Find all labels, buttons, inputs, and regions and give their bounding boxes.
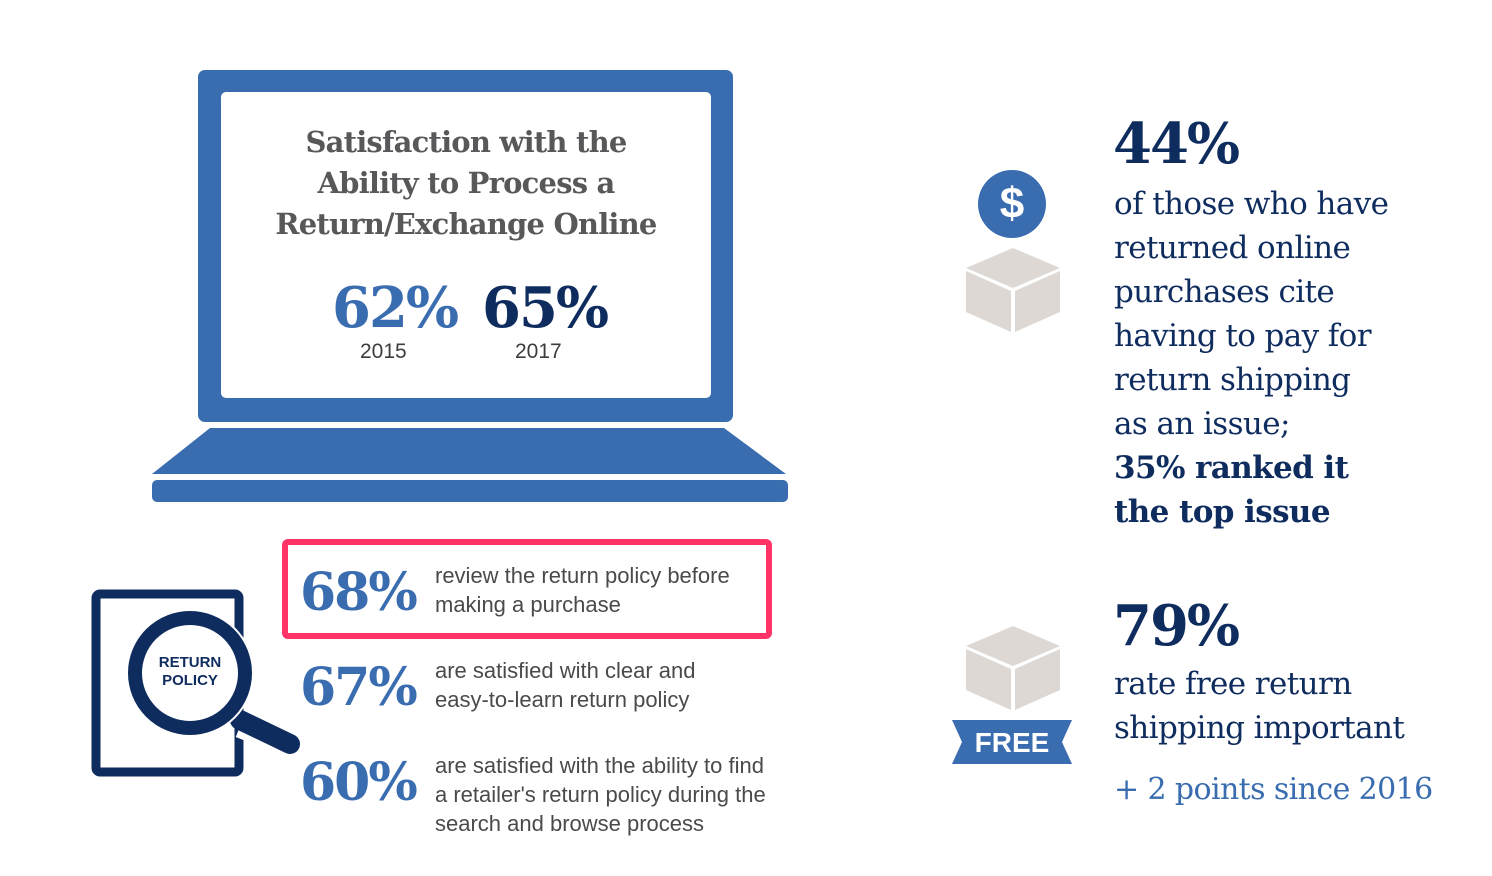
points-change: + 2 points since 2016 xyxy=(1114,772,1433,807)
policy-stat-3-text: are satisfied with the ability to find a… xyxy=(435,751,815,838)
shipping-cost-line-6: as an issue; xyxy=(1114,406,1290,442)
laptop-title: Satisfaction with the Ability to Process… xyxy=(221,122,711,245)
stat-2015-year: 2015 xyxy=(360,340,407,363)
stat-2017-year: 2017 xyxy=(515,340,562,363)
box-right xyxy=(1015,271,1060,332)
shipping-cost-bold-line-1: 35% ranked it xyxy=(1114,450,1349,486)
free-shipping-line-2: shipping important xyxy=(1114,710,1405,746)
highlight-box xyxy=(282,539,772,639)
shipping-cost-value: 44% xyxy=(1113,111,1240,177)
box-top xyxy=(966,248,1060,288)
free-box-right xyxy=(1015,649,1060,710)
return-policy-label-line-2: POLICY xyxy=(162,672,218,689)
shipping-cost-line-3: purchases cite xyxy=(1114,274,1335,310)
policy-stat-2-line-2: easy-to-learn return policy xyxy=(435,687,690,712)
magnifier-handle-gap xyxy=(235,711,294,756)
free-box-top xyxy=(966,626,1060,666)
return-policy-label-line-1: RETURN xyxy=(158,654,222,671)
laptop-title-line-1: Satisfaction with the xyxy=(305,125,627,159)
shipping-cost-line-4: having to pay for xyxy=(1114,318,1372,354)
policy-stat-1-text: review the return policy before making a… xyxy=(435,561,815,619)
policy-stat-3-value: 60% xyxy=(300,752,418,813)
policy-stat-3-line-1: are satisfied with the ability to find xyxy=(435,753,764,778)
free-shipping-value: 79% xyxy=(1113,593,1240,659)
shipping-cost-bold-line-2: the top issue xyxy=(1114,494,1331,530)
free-shipping-line-1: rate free return xyxy=(1114,666,1352,702)
shipping-cost-line-1: of those who have xyxy=(1114,186,1389,222)
policy-stat-1-line-1: review the return policy before xyxy=(435,563,730,588)
policy-stat-2-value: 67% xyxy=(300,657,418,718)
stat-2017-value: 65% xyxy=(482,275,609,341)
laptop-title-line-2: Ability to Process a xyxy=(317,166,615,200)
laptop-display xyxy=(221,92,711,398)
dollar-icon: $ xyxy=(978,170,1046,238)
policy-stat-1-value: 68% xyxy=(300,562,418,623)
policy-stat-3-line-2: a retailer's return policy during the xyxy=(435,782,766,807)
magnifier-handle xyxy=(230,710,300,754)
stat-2015-value: 62% xyxy=(332,275,459,341)
dollar-box-icon xyxy=(966,248,1060,332)
policy-stat-3-line-3: search and browse process xyxy=(435,811,705,836)
shipping-cost-line-2: returned online xyxy=(1114,230,1351,266)
laptop-keyboard-deck xyxy=(152,428,786,474)
return-policy-label: RETURN POLICY xyxy=(148,654,232,690)
policy-stat-2-line-1: are satisfied with clear and xyxy=(435,658,696,683)
policy-stat-2-text: are satisfied with clear and easy-to-lea… xyxy=(435,656,815,714)
shipping-cost-text: of those who have returned online purcha… xyxy=(1114,182,1474,534)
policy-stat-1-line-2: making a purchase xyxy=(435,592,621,617)
shipping-cost-line-5: return shipping xyxy=(1114,362,1351,398)
free-shipping-text: rate free return shipping important xyxy=(1114,662,1474,750)
laptop-title-line-3: Return/Exchange Online xyxy=(275,207,657,241)
free-badge-label: FREE xyxy=(974,727,1050,758)
box-left xyxy=(966,271,1011,332)
laptop-bottom-edge xyxy=(152,480,788,502)
free-box-left xyxy=(966,649,1011,710)
